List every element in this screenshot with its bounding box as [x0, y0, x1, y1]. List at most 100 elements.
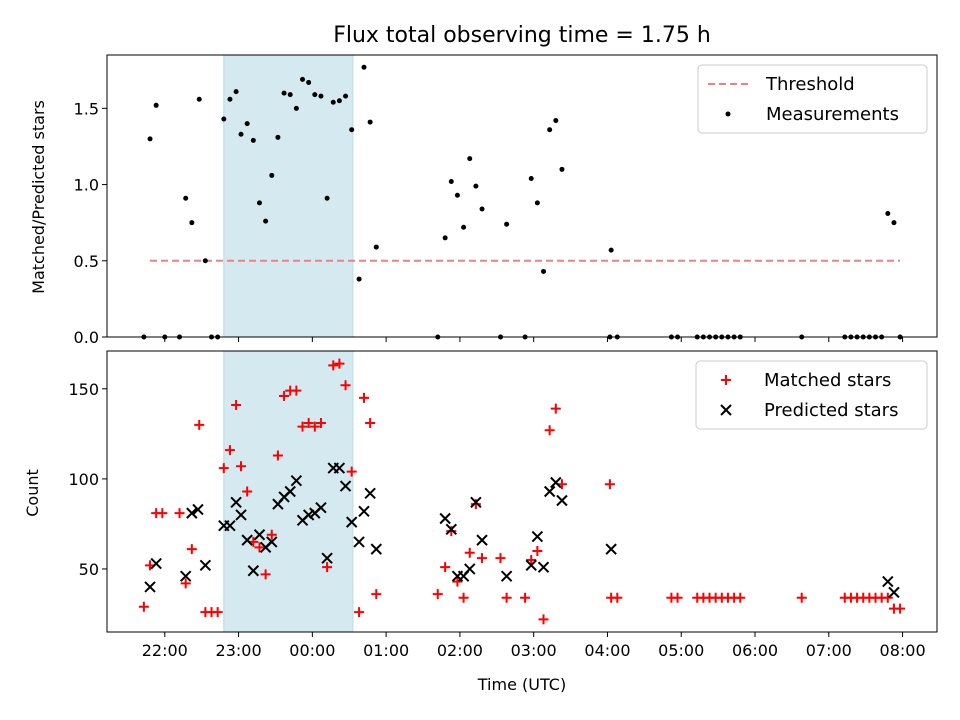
bottom-matched-stars-point	[544, 425, 555, 436]
bottom-predicted-stars-point	[439, 512, 451, 525]
bottom-legend-label: Predicted stars	[764, 400, 898, 421]
bottom-matched-stars-point	[440, 562, 451, 573]
top-measurements-point	[479, 206, 485, 212]
top-measurements-point	[336, 98, 342, 104]
top-measurements-point	[256, 200, 262, 206]
bottom-legend-marker	[721, 375, 731, 385]
bottom-matched-stars-point	[224, 445, 235, 456]
bottom-predicted-stars-point	[333, 462, 346, 474]
top-legend-label: Threshold	[765, 74, 855, 95]
bottom-predicted-stars-point	[247, 565, 260, 577]
bottom-matched-stars-point	[266, 529, 277, 540]
top-measurements-point	[153, 102, 159, 108]
bottom-matched-stars-point	[452, 576, 463, 587]
top-measurements-point	[608, 247, 614, 253]
bottom-matched-stars-point	[322, 562, 333, 573]
top-legend	[697, 64, 928, 134]
bottom-matched-stars-point	[186, 544, 197, 555]
bottom-predicted-stars-point	[266, 536, 278, 548]
top-measurements-point	[287, 92, 293, 98]
bottom-matched-stars-point	[303, 418, 314, 429]
bottom-predicted-stars-point	[230, 496, 242, 509]
top-measurements-point	[534, 200, 540, 206]
top-measurements-point	[147, 136, 153, 142]
bottom-predicted-stars-point	[345, 516, 358, 528]
bottom-predicted-stars-point	[315, 502, 327, 514]
top-measurements-point	[281, 90, 287, 96]
top-measurements-point	[233, 89, 239, 95]
bottom-predicted-stars-point	[364, 487, 376, 500]
top-y-tick-label: 1.5	[74, 99, 99, 118]
top-measurements-point	[275, 134, 281, 140]
bottom-matched-stars-point	[672, 592, 683, 603]
bottom-matched-stars-point	[354, 607, 365, 618]
bottom-predicted-stars-point	[358, 505, 370, 518]
bottom-matched-stars-point	[432, 589, 443, 600]
bottom-matched-stars-point	[180, 578, 191, 589]
bottom-matched-stars-point	[735, 592, 746, 603]
bottom-predicted-stars-point	[882, 575, 894, 588]
bottom-predicted-stars-point	[550, 476, 562, 489]
bottom-predicted-stars-point	[353, 536, 365, 548]
bottom-y-tick-label: 50	[79, 560, 99, 579]
bottom-legend	[695, 360, 928, 430]
bottom-predicted-stars-point	[199, 559, 212, 572]
bottom-predicted-stars-point	[192, 503, 204, 516]
bottom-matched-stars-point	[297, 421, 308, 432]
top-measurements-point	[361, 64, 367, 70]
bottom-predicted-stars-point	[445, 523, 458, 536]
bottom-matched-stars-point	[538, 614, 549, 625]
x-tick-label: 07:00	[806, 641, 852, 660]
bottom-matched-stars-point	[882, 592, 893, 603]
top-measurements-point	[221, 116, 227, 122]
bottom-matched-stars-point	[501, 592, 512, 603]
bottom-matched-stars-point	[174, 508, 185, 519]
bottom-y-tick-label: 150	[68, 380, 99, 399]
top-measurements-point	[885, 211, 891, 217]
top-y-axis-label: Matched/Predicted stars	[29, 100, 48, 294]
bottom-predicted-stars-point	[321, 552, 333, 564]
top-measurements-point	[238, 131, 244, 137]
x-tick-label: 01:00	[363, 641, 409, 660]
bottom-matched-stars-point	[138, 601, 149, 612]
top-measurements-point	[196, 96, 202, 102]
top-measurements-point	[202, 258, 208, 264]
bottom-matched-stars-point	[315, 418, 326, 429]
bottom-matched-stars-point	[470, 499, 481, 510]
bottom-predicted-stars-point	[464, 563, 476, 575]
bottom-predicted-stars-point	[150, 557, 162, 570]
bottom-predicted-stars-point	[531, 530, 544, 543]
bottom-predicted-stars-point	[476, 534, 488, 546]
top-y-tick-label: 0.0	[74, 328, 99, 347]
bottom-matched-stars-point	[157, 508, 168, 519]
bottom-y-axis-label: Count	[23, 469, 42, 517]
bottom-plot: 50 100 150 22:00 23:00 00:00 01:00 02:00 03:00 04…	[68, 350, 938, 660]
bottom-matched-stars-point	[358, 392, 369, 403]
bottom-matched-stars-point	[464, 547, 475, 558]
bottom-matched-stars-point	[526, 554, 537, 565]
top-measurements-point	[504, 221, 510, 227]
bottom-predicted-stars-point	[470, 496, 482, 509]
bottom-predicted-stars-point	[290, 474, 303, 487]
top-legend-label: Measurements	[766, 104, 899, 125]
bottom-matched-stars-point	[272, 450, 283, 461]
bottom-matched-stars-point	[254, 542, 265, 553]
bottom-matched-stars-point	[260, 569, 271, 580]
top-measurements-point	[183, 195, 189, 201]
bottom-matched-stars-point	[346, 466, 357, 477]
top-measurements-point	[891, 220, 897, 226]
top-measurements-point	[367, 119, 373, 125]
x-tick-label: 03:00	[511, 641, 557, 660]
top-measurements-point	[547, 127, 553, 133]
bottom-matched-stars-point	[218, 463, 229, 474]
top-plot: 0.0 0.5 1.0 1.5 Threshold Measurements	[74, 54, 938, 347]
bottom-matched-stars-point	[194, 419, 205, 430]
top-measurements-point	[306, 79, 312, 85]
bottom-predicted-stars-point	[500, 570, 513, 582]
top-axes-frame	[106, 54, 938, 338]
bottom-matched-stars-point	[309, 421, 320, 432]
bottom-predicted-stars-point	[888, 586, 900, 599]
bottom-matched-stars-point	[236, 461, 247, 472]
bottom-predicted-stars-point	[339, 480, 352, 492]
